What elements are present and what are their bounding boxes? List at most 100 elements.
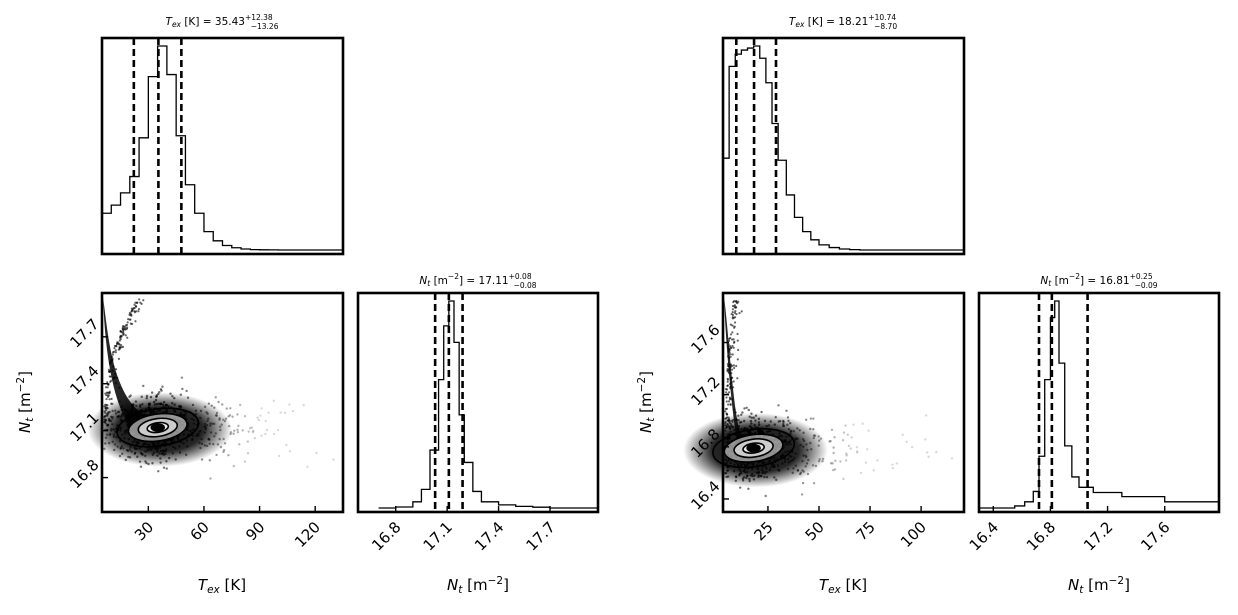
scatter-point <box>221 403 224 406</box>
scatter-point <box>162 466 166 469</box>
scatter-point <box>123 408 126 411</box>
scatter-point <box>207 438 210 441</box>
scatter-point <box>765 424 768 428</box>
scatter-point <box>279 411 282 414</box>
scatter-point <box>845 452 848 455</box>
scatter-point <box>125 420 128 424</box>
scatter-point <box>801 459 804 463</box>
scatter-point <box>732 380 735 383</box>
scatter-point <box>142 299 145 302</box>
scatter-point <box>761 461 764 465</box>
scatter-point <box>726 384 730 387</box>
scatter-point <box>174 447 177 450</box>
scatter-point <box>158 446 162 449</box>
scatter-point <box>137 310 140 313</box>
scatter-point <box>118 339 121 342</box>
scatter-point <box>106 412 109 415</box>
scatter-point <box>817 444 820 447</box>
nt-axis-label: Nt [m−2] <box>636 371 657 433</box>
scatter-point <box>143 413 146 417</box>
scatter-point <box>220 423 223 426</box>
scatter-point <box>332 458 335 461</box>
scatter-point <box>209 477 212 480</box>
scatter-point <box>129 318 132 321</box>
nt-histogram-frame <box>977 291 1221 514</box>
scatter-point <box>749 462 752 465</box>
scatter-point <box>213 406 216 409</box>
scatter-point <box>218 425 222 428</box>
scatter-point <box>806 472 810 476</box>
tex-histogram-line <box>723 45 964 251</box>
scatter-point <box>768 459 771 462</box>
nt-hist-tick-labels: 16.4 16.8 17.2 17.6 <box>966 518 1174 554</box>
scatter-point <box>799 443 802 447</box>
scatter-point <box>801 469 804 472</box>
scatter-point <box>777 468 780 472</box>
scatter-point <box>207 402 211 405</box>
scatter-point <box>108 398 111 401</box>
scatter-point <box>729 363 732 366</box>
scatter-point <box>727 343 730 346</box>
scatter-point <box>178 405 181 408</box>
scatter-point <box>728 427 732 430</box>
scatter-point <box>774 415 777 419</box>
contour-core <box>150 423 165 432</box>
scatter-point <box>182 442 185 445</box>
scatter-point <box>725 396 728 399</box>
scatter-point <box>727 440 730 443</box>
scatter-point <box>126 321 129 324</box>
scatter-point <box>114 412 118 415</box>
density-contours <box>712 428 796 469</box>
scatter-point <box>749 419 753 423</box>
scatter-point <box>746 474 749 478</box>
scatter-point <box>727 345 730 348</box>
scatter-point <box>184 411 188 415</box>
scatter-point <box>787 427 791 431</box>
scatter-point <box>739 462 742 465</box>
scatter-point <box>114 349 117 352</box>
scatter-point <box>765 475 769 479</box>
scatter-point <box>194 413 198 416</box>
scatter-point <box>725 461 729 465</box>
scatter-point <box>200 437 203 441</box>
scatter-point <box>217 400 220 404</box>
scatter-point <box>215 411 219 415</box>
scatter-point <box>114 368 118 371</box>
scatter-point <box>158 452 161 455</box>
scatter-point <box>789 443 792 446</box>
scatter-point <box>777 404 780 407</box>
tex-histogram-line <box>102 45 343 251</box>
scatter-point <box>805 443 808 446</box>
scatter-point <box>137 308 141 311</box>
scatter-point <box>726 469 730 472</box>
scatter-point <box>121 412 124 415</box>
scatter-point <box>107 418 111 421</box>
scatter-point <box>733 408 736 411</box>
scatter-point <box>165 448 168 451</box>
scatter-point <box>786 467 790 471</box>
scatter-point <box>726 475 730 478</box>
scatter-point <box>157 470 160 473</box>
scatter-point <box>222 448 226 452</box>
scatter-point <box>736 339 739 342</box>
scatter-point <box>776 464 780 467</box>
scatter-point <box>145 396 148 400</box>
scatter-point <box>725 437 729 441</box>
scatter-point <box>746 471 749 474</box>
scatter-point <box>116 376 119 379</box>
scatter-point <box>769 420 772 423</box>
scatter-point <box>156 448 159 452</box>
scatter-point <box>159 457 162 460</box>
tex-histogram-frame <box>100 36 345 256</box>
nt-tick-label: 17.4 <box>66 362 102 398</box>
scatter-point <box>752 478 756 481</box>
scatter-point <box>134 447 137 451</box>
scatter-point <box>109 375 112 378</box>
scatter-point <box>733 304 737 307</box>
scatter-point <box>185 389 188 393</box>
scatter-point <box>761 465 764 469</box>
scatter-point <box>791 458 795 462</box>
scatter-point <box>765 467 768 470</box>
scatter-point <box>272 399 275 403</box>
scatter-point <box>205 424 209 427</box>
